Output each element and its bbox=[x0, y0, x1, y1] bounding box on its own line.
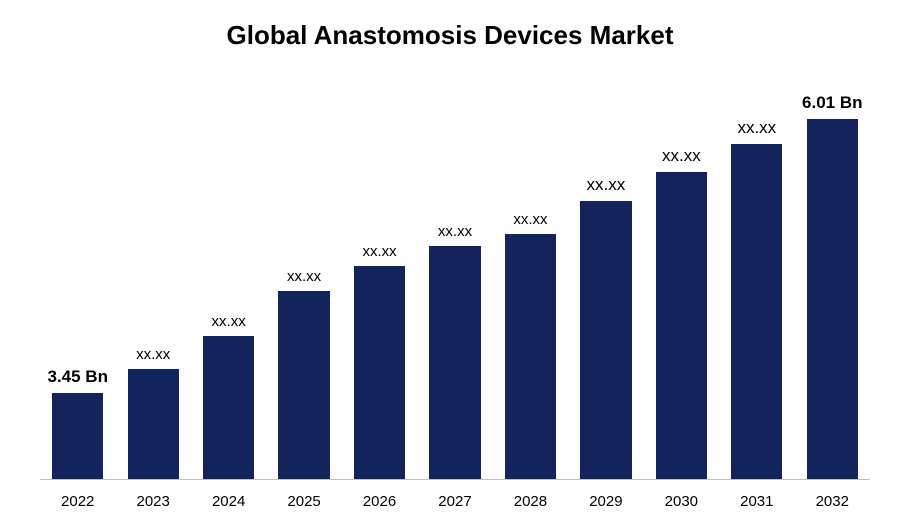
bar-slot: 6.01 Bn bbox=[795, 70, 870, 479]
bar-value-label: 3.45 Bn bbox=[47, 367, 107, 387]
bar bbox=[278, 291, 329, 479]
bar bbox=[807, 119, 858, 479]
bar-slot: xx.xx bbox=[493, 70, 568, 479]
bar-slot: xx.xx bbox=[644, 70, 719, 479]
bar-slot: xx.xx bbox=[417, 70, 492, 479]
bar-value-label: xx.xx bbox=[438, 223, 472, 240]
x-axis-label: 2029 bbox=[568, 493, 643, 510]
bar-value-label: xx.xx bbox=[287, 268, 321, 285]
bar bbox=[580, 201, 631, 479]
bar-slot: xx.xx bbox=[115, 70, 190, 479]
x-axis-label: 2028 bbox=[493, 493, 568, 510]
x-axis-label: 2024 bbox=[191, 493, 266, 510]
chart-plot-area: 3.45 Bn xx.xx xx.xx xx.xx xx.xx xx.xx xx.xx xx.… bbox=[40, 70, 870, 480]
bar-slot: xx.xx bbox=[568, 70, 643, 479]
bar bbox=[354, 266, 405, 479]
bar bbox=[52, 393, 103, 479]
bar-value-label: xx.xx bbox=[737, 118, 776, 138]
bar-value-label: xx.xx bbox=[662, 146, 701, 166]
bar-value-label: xx.xx bbox=[212, 313, 246, 330]
bar-slot: 3.45 Bn bbox=[40, 70, 115, 479]
bar bbox=[505, 234, 556, 479]
bar-value-label: xx.xx bbox=[136, 346, 170, 363]
bar-value-label: xx.xx bbox=[362, 243, 396, 260]
bar-slot: xx.xx bbox=[266, 70, 341, 479]
x-axis-label: 2023 bbox=[115, 493, 190, 510]
x-axis-label: 2030 bbox=[644, 493, 719, 510]
bar bbox=[128, 369, 179, 479]
bar-value-label: 6.01 Bn bbox=[802, 93, 862, 113]
x-axis-label: 2026 bbox=[342, 493, 417, 510]
bar-value-label: xx.xx bbox=[513, 211, 547, 228]
bar-slot: xx.xx bbox=[719, 70, 794, 479]
bar bbox=[656, 172, 707, 479]
bar-value-label: xx.xx bbox=[587, 175, 626, 195]
bar-slot: xx.xx bbox=[342, 70, 417, 479]
x-axis-label: 2022 bbox=[40, 493, 115, 510]
x-axis-label: 2032 bbox=[795, 493, 870, 510]
x-axis: 2022202320242025202620272028202920302031… bbox=[40, 493, 870, 510]
bar bbox=[429, 246, 480, 479]
bar bbox=[731, 144, 782, 479]
x-axis-label: 2027 bbox=[417, 493, 492, 510]
bar-slot: xx.xx bbox=[191, 70, 266, 479]
bar bbox=[203, 336, 254, 479]
x-axis-label: 2025 bbox=[266, 493, 341, 510]
x-axis-label: 2031 bbox=[719, 493, 794, 510]
chart-title: Global Anastomosis Devices Market bbox=[0, 0, 900, 51]
